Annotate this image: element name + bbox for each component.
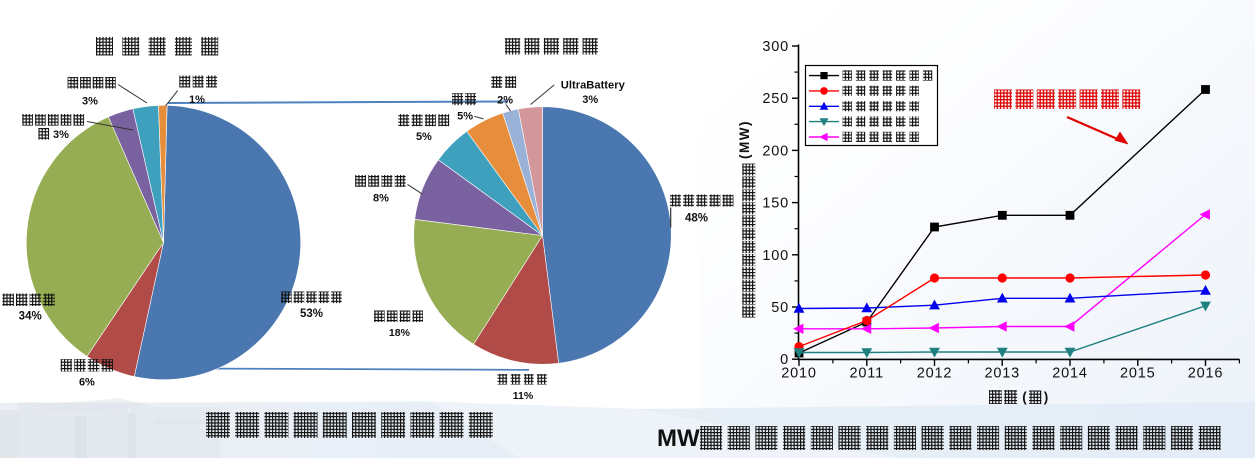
svg-text:8%: 8% (373, 193, 389, 205)
svg-text:48%: 48% (685, 213, 708, 225)
svg-text:0: 0 (780, 352, 789, 368)
svg-text:50: 50 (771, 300, 789, 316)
svg-text:6%: 6% (79, 377, 95, 389)
svg-text:(MW): (MW) (737, 120, 752, 159)
svg-text:(: ( (1022, 390, 1027, 405)
svg-text:5%: 5% (457, 111, 473, 123)
svg-text:1%: 1% (189, 94, 205, 106)
svg-text:11%: 11% (513, 390, 534, 402)
svg-text:300: 300 (762, 39, 789, 55)
svg-text:MW: MW (657, 425, 700, 452)
svg-text:2016: 2016 (1188, 366, 1223, 382)
svg-text:3%: 3% (82, 96, 98, 108)
svg-text:3%: 3% (582, 94, 598, 106)
svg-text:53%: 53% (300, 308, 323, 320)
svg-text:150: 150 (762, 196, 789, 212)
svg-text:250: 250 (762, 91, 789, 107)
svg-text:34%: 34% (19, 311, 42, 323)
svg-text:100: 100 (762, 248, 789, 264)
svg-text:2%: 2% (497, 95, 513, 107)
svg-text:): ) (1044, 390, 1049, 405)
svg-text:2010: 2010 (781, 366, 816, 382)
svg-text:2012: 2012 (917, 366, 952, 382)
svg-text:UltraBattery: UltraBattery (561, 80, 626, 92)
svg-text:5%: 5% (416, 131, 432, 143)
svg-text:2015: 2015 (1120, 366, 1155, 382)
svg-text:2011: 2011 (850, 366, 884, 382)
svg-text:200: 200 (762, 143, 789, 159)
svg-text:3%: 3% (53, 129, 69, 141)
svg-text:2014: 2014 (1052, 366, 1087, 382)
svg-text:2013: 2013 (985, 366, 1020, 382)
svg-text:18%: 18% (389, 327, 411, 339)
